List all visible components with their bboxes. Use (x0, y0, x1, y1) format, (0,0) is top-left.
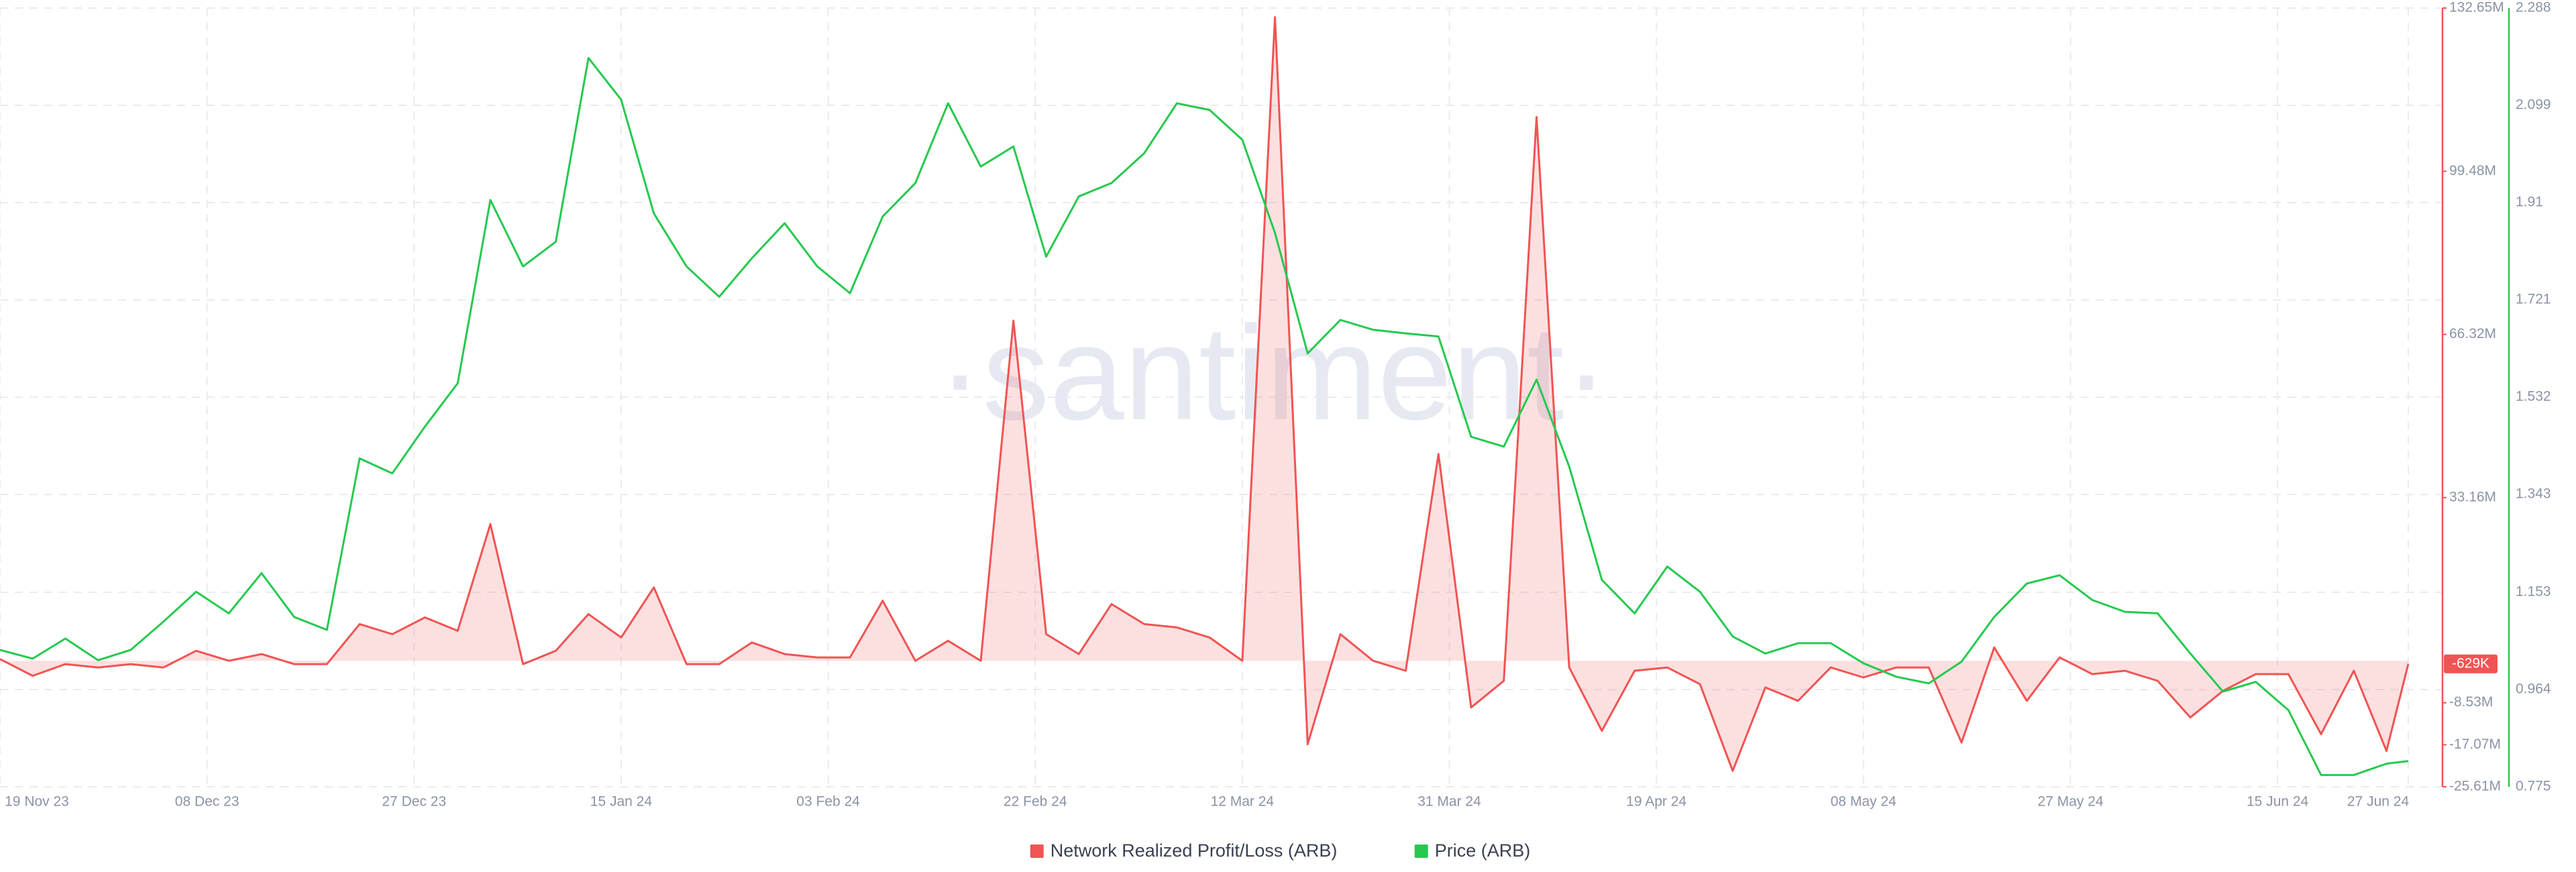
x-tick-label: 19 Apr 24 (1626, 794, 1686, 810)
y2-tick-label: 2.099 (2516, 97, 2551, 113)
y-tick-label: 99.48M (2449, 163, 2496, 178)
y-tick-label: 33.16M (2449, 489, 2496, 504)
x-tick-label: 12 Mar 24 (1211, 794, 1275, 810)
y-tick-label: -8.53M (2449, 694, 2493, 710)
watermark: ·santiment· (938, 298, 1609, 448)
x-tick-label: 15 Jun 24 (2247, 794, 2309, 810)
line (0, 56, 2409, 776)
x-tick-label: 03 Feb 24 (796, 794, 860, 810)
legend-swatch (1414, 844, 1428, 858)
y2-tick-label: 2.288 (2516, 0, 2551, 15)
value-badge (2444, 654, 2498, 673)
x-tick-label: 31 Mar 24 (1417, 794, 1481, 810)
y2-tick-label: 1.153 (2516, 584, 2551, 599)
y-tick-label: 132.65M (2449, 0, 2504, 15)
y2-tick-label: 1.91 (2516, 195, 2543, 210)
legend-label: Network Realized Profit/Loss (ARB) (1051, 840, 1338, 861)
x-tick-label: 27 Jun 24 (2347, 794, 2410, 810)
y-tick-label: 66.32M (2449, 326, 2496, 341)
x-tick-label: 08 Dec 23 (175, 794, 239, 810)
y2-tick-label: 0.964 (2516, 682, 2551, 697)
legend-label: Price (ARB) (1435, 840, 1531, 861)
x-tick-label: 27 May 24 (2037, 794, 2103, 810)
value-label: -629K (2452, 655, 2489, 671)
x-tick-label: 22 Feb 24 (1004, 794, 1067, 810)
x-tick-label: 19 Nov 23 (5, 794, 69, 810)
x-tick-label: 27 Dec 23 (382, 794, 446, 810)
y-tick-label: -25.61M (2449, 779, 2501, 794)
y2-tick-label: 1.721 (2516, 292, 2551, 307)
x-tick-label: 08 May 24 (1831, 794, 1896, 810)
y2-tick-label: 1.343 (2516, 486, 2551, 502)
y-tick-label: -17.07M (2449, 737, 2501, 752)
x-tick-label: 15 Jan 24 (590, 794, 653, 810)
y2-tick-label: 0.775 (2516, 779, 2551, 794)
line (0, 16, 2410, 772)
legend-swatch (1030, 844, 1044, 858)
y2-tick-label: 1.532 (2516, 389, 2551, 404)
